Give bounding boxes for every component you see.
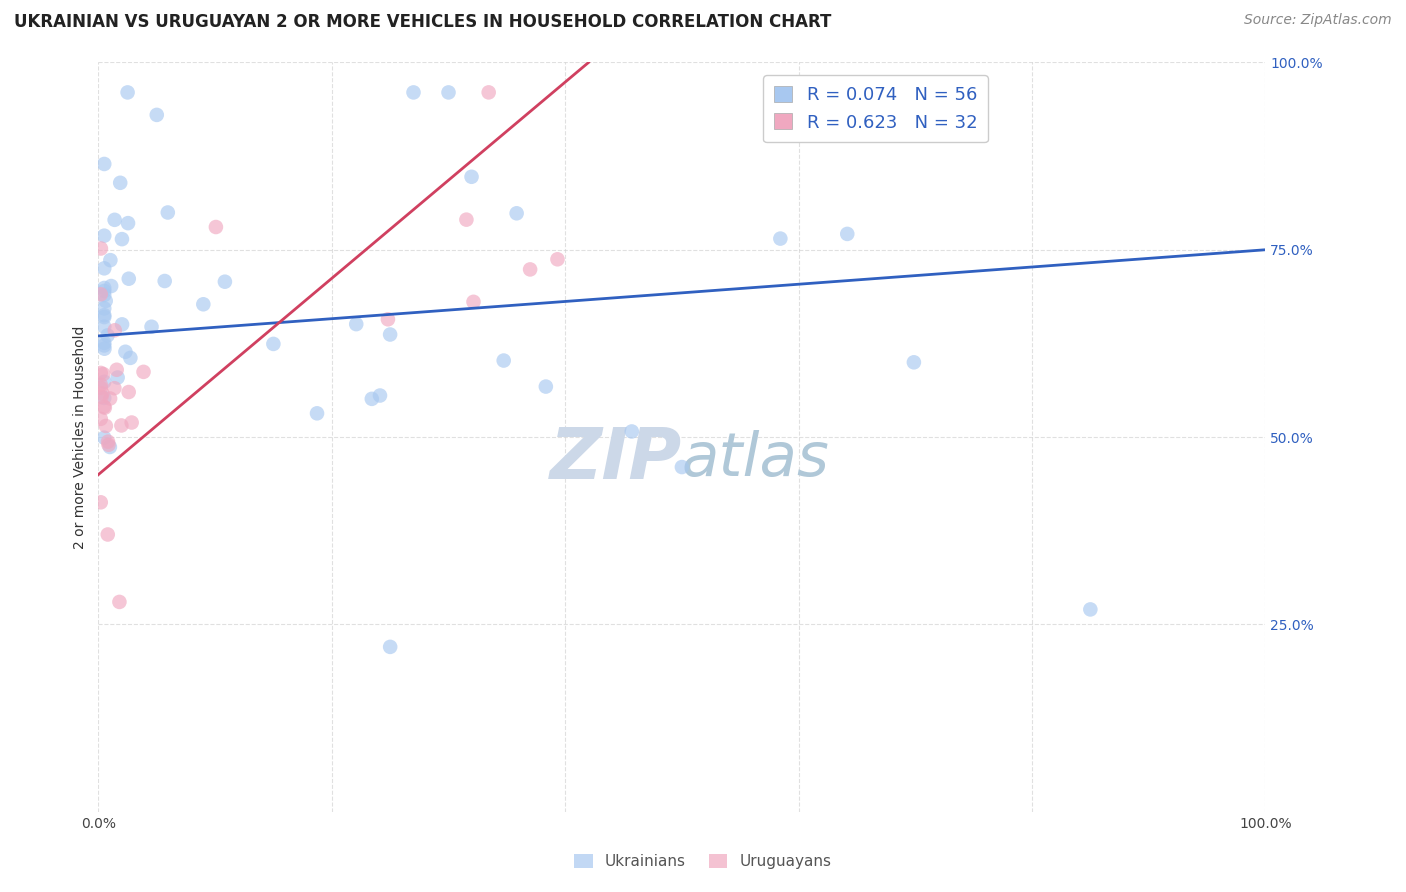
Text: ZIP: ZIP — [550, 425, 682, 494]
Point — [93, 308, 115, 322]
Point — [94, 419, 117, 434]
Point — [111, 318, 134, 332]
Point — [463, 294, 485, 309]
Point — [111, 232, 134, 246]
Point — [193, 297, 215, 311]
Point — [120, 351, 142, 365]
Point — [90, 287, 112, 301]
Point — [117, 86, 139, 100]
Point — [93, 342, 115, 356]
Point — [93, 284, 115, 298]
Point — [93, 301, 115, 316]
Point — [121, 416, 143, 430]
Text: UKRAINIAN VS URUGUAYAN 2 OR MORE VEHICLES IN HOUSEHOLD CORRELATION CHART: UKRAINIAN VS URUGUAYAN 2 OR MORE VEHICLE… — [14, 13, 831, 31]
Point — [90, 412, 112, 426]
Point — [505, 206, 527, 220]
Point — [104, 212, 127, 227]
Point — [94, 293, 117, 308]
Point — [93, 375, 115, 389]
Point — [107, 370, 129, 384]
Legend: R = 0.074   N = 56, R = 0.623   N = 32: R = 0.074 N = 56, R = 0.623 N = 32 — [763, 75, 988, 143]
Point — [103, 381, 125, 395]
Point — [105, 363, 128, 377]
Point — [98, 392, 121, 406]
Y-axis label: 2 or more Vehicles in Household: 2 or more Vehicles in Household — [73, 326, 87, 549]
Point — [534, 379, 557, 393]
Point — [262, 337, 284, 351]
Point — [93, 228, 115, 243]
Point — [93, 261, 115, 276]
Point — [492, 353, 515, 368]
Legend: Ukrainians, Uruguayans: Ukrainians, Uruguayans — [568, 848, 838, 875]
Point — [1080, 602, 1102, 616]
Point — [380, 640, 402, 654]
Point — [460, 169, 482, 184]
Point — [90, 366, 112, 380]
Point — [141, 319, 163, 334]
Text: atlas: atlas — [682, 430, 830, 489]
Point — [117, 216, 139, 230]
Point — [104, 323, 127, 337]
Point — [93, 391, 115, 405]
Point — [97, 527, 120, 541]
Point — [118, 271, 141, 285]
Point — [156, 205, 179, 219]
Point — [837, 227, 859, 241]
Point — [91, 367, 114, 381]
Point — [377, 312, 399, 326]
Point — [98, 440, 121, 454]
Point — [90, 495, 112, 509]
Point — [93, 281, 115, 295]
Point — [91, 386, 114, 401]
Point — [769, 231, 792, 245]
Point — [93, 335, 115, 350]
Point — [368, 388, 391, 402]
Point — [93, 431, 115, 445]
Point — [94, 401, 117, 415]
Point — [305, 406, 328, 420]
Point — [344, 317, 367, 331]
Text: Source: ZipAtlas.com: Source: ZipAtlas.com — [1244, 13, 1392, 28]
Point — [97, 434, 120, 449]
Point — [93, 338, 115, 352]
Point — [437, 86, 460, 100]
Point — [402, 86, 425, 100]
Point — [93, 319, 115, 334]
Point — [153, 274, 176, 288]
Point — [903, 355, 925, 369]
Point — [93, 310, 115, 324]
Point — [478, 86, 501, 100]
Point — [456, 212, 478, 227]
Point — [90, 377, 112, 392]
Point — [110, 418, 132, 433]
Point — [90, 381, 112, 395]
Point — [90, 242, 112, 256]
Point — [214, 275, 236, 289]
Point — [110, 176, 132, 190]
Point — [93, 288, 115, 302]
Point — [98, 253, 121, 268]
Point — [546, 252, 568, 267]
Point — [93, 157, 115, 171]
Point — [90, 390, 112, 404]
Point — [205, 220, 228, 235]
Point — [96, 328, 118, 343]
Point — [100, 279, 122, 293]
Point — [97, 438, 120, 452]
Point — [620, 425, 643, 439]
Point — [108, 595, 131, 609]
Point — [146, 108, 169, 122]
Point — [114, 344, 136, 359]
Point — [118, 384, 141, 399]
Point — [132, 365, 155, 379]
Point — [519, 262, 541, 277]
Point — [671, 460, 693, 475]
Point — [93, 400, 115, 414]
Point — [360, 392, 382, 406]
Point — [378, 327, 401, 342]
